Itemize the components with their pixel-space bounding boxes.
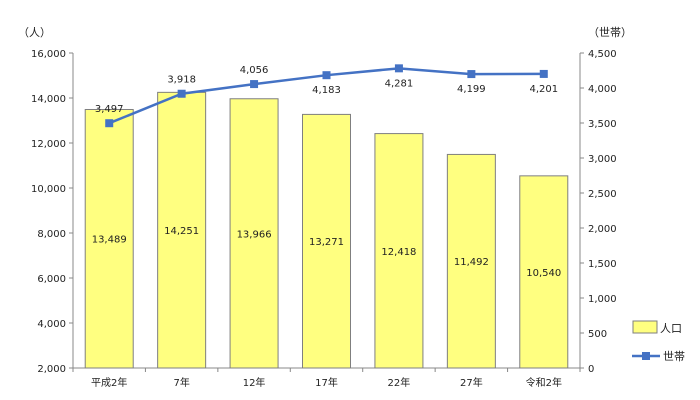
x-tick-label: 22年 [388, 376, 411, 389]
right-tick-label: 3,000 [588, 154, 617, 165]
legend-population-swatch [632, 320, 658, 334]
households-point-label: 3,918 [167, 75, 196, 86]
households-marker [394, 64, 403, 73]
households-marker [250, 80, 259, 89]
population-bar [84, 108, 134, 369]
left-axis-ticks: 2,000 4,000 6,000 8,000 10,000 12,000 14,000 16… [31, 49, 73, 375]
right-axis-ticks: 0 500 1,000 1,500 2,000 2,500 3,000 3,500 4,000 4… [580, 49, 617, 375]
households-marker [105, 119, 114, 128]
households-marker [539, 69, 548, 78]
right-axis-unit-label: （世帯） [588, 26, 632, 39]
population-bar-label: 13,966 [237, 229, 272, 240]
right-tick-label: 0 [588, 364, 594, 375]
population-bar-labels: 13,489 14,251 13,966 13,271 12,418 11,492 10,5… [92, 226, 562, 279]
population-bar [374, 133, 424, 369]
right-tick-label: 2,500 [588, 189, 617, 200]
left-tick-label: 8,000 [37, 229, 66, 240]
population-bar-label: 11,492 [454, 257, 489, 268]
households-point-label: 3,497 [95, 104, 124, 115]
x-tick-label: 7年 [173, 376, 189, 389]
households-marker [467, 70, 476, 79]
population-bar [302, 113, 351, 369]
households-marker [177, 89, 186, 98]
households-marker [322, 71, 331, 80]
left-tick-label: 10,000 [31, 184, 66, 195]
population-bar [446, 153, 496, 369]
right-tick-label: 3,500 [588, 119, 617, 130]
left-tick-label: 4,000 [37, 319, 66, 330]
legend-population-label: 人口 [660, 322, 682, 335]
right-tick-label: 2,000 [588, 224, 617, 235]
population-bar-label: 10,540 [526, 268, 561, 279]
legend-households-label: 世帯 [663, 350, 685, 363]
x-tick-label: 17年 [315, 376, 338, 389]
right-tick-label: 4,500 [588, 49, 617, 60]
legend: 人口 世帯 [632, 320, 685, 363]
population-bar [157, 91, 207, 369]
left-tick-label: 2,000 [37, 364, 66, 375]
population-bar [519, 175, 569, 369]
right-tick-label: 4,000 [588, 84, 617, 95]
left-tick-label: 6,000 [37, 274, 66, 285]
population-bar-label: 12,418 [381, 247, 416, 258]
households-point-label: 4,281 [385, 78, 414, 89]
households-point-labels: 3,497 3,918 4,056 4,183 4,281 4,199 4,201 [95, 65, 558, 115]
population-bar [229, 98, 279, 369]
households-point-label: 4,201 [529, 84, 558, 95]
right-tick-label: 1,500 [588, 259, 617, 270]
population-bar-label: 13,489 [92, 235, 127, 246]
x-tick-label: 12年 [243, 376, 266, 389]
households-line-series [105, 64, 548, 128]
left-tick-label: 12,000 [31, 139, 66, 150]
population-bars [84, 91, 569, 369]
households-point-label: 4,056 [240, 65, 269, 76]
population-bar-label: 14,251 [164, 226, 199, 237]
households-point-label: 4,183 [312, 85, 341, 96]
legend-households-marker [642, 352, 650, 360]
left-tick-label: 14,000 [31, 94, 66, 105]
households-point-label: 4,199 [457, 84, 486, 95]
x-axis-ticks: 平成2年 7年 12年 17年 22年 27年 令和2年 [72, 368, 581, 389]
left-axis-unit-label: （人） [18, 26, 51, 39]
left-tick-label: 16,000 [31, 49, 66, 60]
right-tick-label: 500 [588, 329, 607, 340]
population-bar-label: 13,271 [309, 237, 344, 248]
x-tick-label: 平成2年 [91, 376, 127, 389]
x-tick-label: 令和2年 [526, 376, 562, 389]
x-tick-label: 27年 [460, 376, 483, 389]
right-tick-label: 1,000 [588, 294, 617, 305]
